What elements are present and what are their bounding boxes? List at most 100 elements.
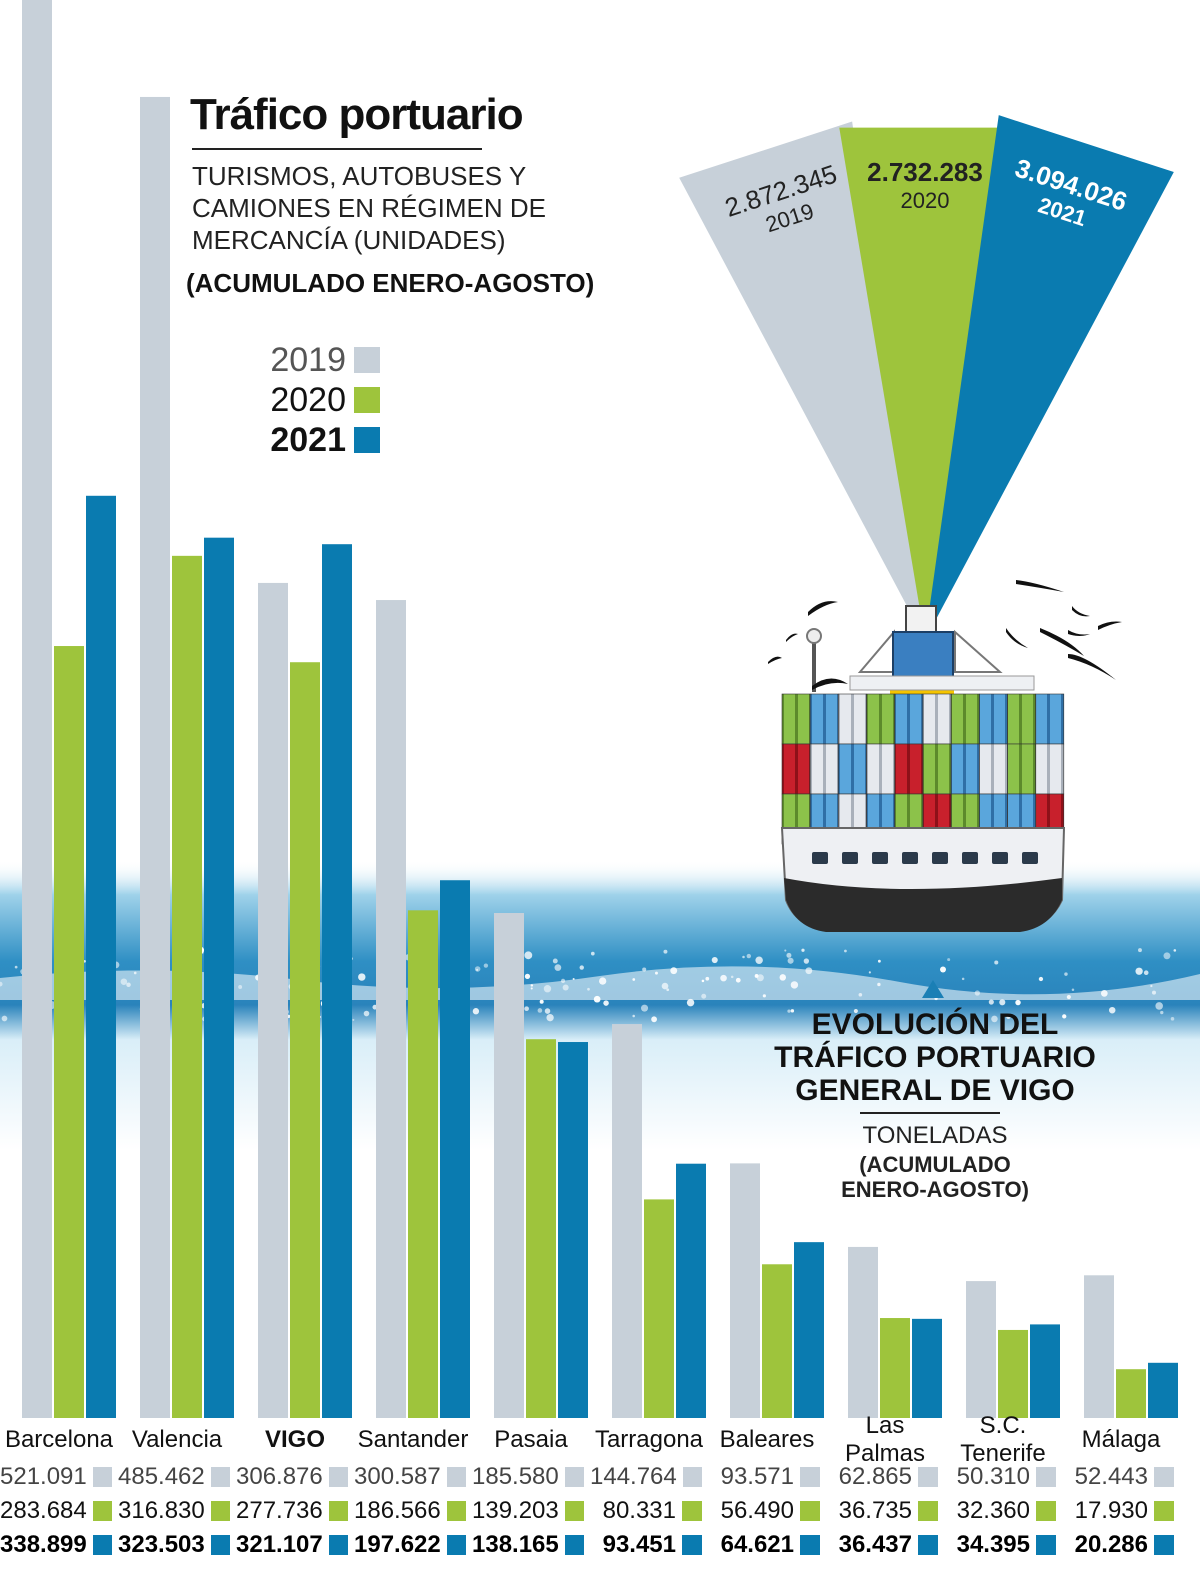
container bbox=[922, 693, 952, 745]
foam-dot bbox=[784, 949, 787, 952]
title-divider bbox=[192, 148, 482, 150]
bar-valencia-2019 bbox=[140, 96, 170, 1419]
foam-dot bbox=[1155, 1002, 1163, 1010]
bar-s-c-tenerife-2021 bbox=[1030, 1324, 1060, 1418]
fan-year: 2020 bbox=[900, 187, 950, 213]
value-text: 139.203 bbox=[472, 1497, 559, 1524]
foam-dot bbox=[590, 951, 595, 956]
container bbox=[1007, 743, 1036, 795]
series-swatch bbox=[918, 1467, 938, 1487]
value-text: 338.899 bbox=[0, 1531, 87, 1558]
value-cell: 323.503 bbox=[118, 1531, 236, 1559]
container bbox=[894, 693, 924, 745]
value-text: 36.437 bbox=[838, 1531, 912, 1558]
bar-valencia-2021 bbox=[204, 537, 234, 1418]
series-swatch bbox=[328, 1501, 348, 1521]
container bbox=[894, 743, 924, 795]
bird-icon bbox=[1072, 606, 1090, 617]
bird-icon bbox=[1040, 628, 1084, 656]
bar-pasaia-2020 bbox=[526, 1039, 556, 1418]
value-cell: 36.735 bbox=[826, 1497, 944, 1525]
bar-vigo-2020 bbox=[290, 662, 320, 1418]
ship-portholes bbox=[812, 852, 1038, 864]
values-row-2020: 283.684 316.830 277.736 186.566 139.203 80.33… bbox=[0, 1494, 1200, 1528]
bird-icon bbox=[786, 633, 798, 642]
foam-dot bbox=[546, 1014, 554, 1022]
value-cell: 300.587 bbox=[354, 1463, 472, 1491]
foam-dot bbox=[755, 956, 763, 964]
value-text: 64.621 bbox=[720, 1531, 794, 1558]
vigo-fan-chart bbox=[679, 115, 1174, 641]
ship-hull-bottom bbox=[784, 878, 1062, 932]
porthole bbox=[962, 852, 978, 864]
value-text: 32.360 bbox=[956, 1497, 1030, 1524]
foam-dot bbox=[640, 1004, 649, 1012]
porthole bbox=[872, 852, 888, 864]
series-swatch bbox=[328, 1535, 348, 1555]
porthole bbox=[842, 852, 858, 864]
value-text: 277.736 bbox=[236, 1497, 323, 1524]
series-swatch bbox=[682, 1467, 702, 1487]
page-title: Tráfico portuario bbox=[190, 90, 524, 139]
foam-dot bbox=[868, 971, 871, 974]
foam-dot bbox=[787, 1009, 791, 1013]
ship-funnel bbox=[905, 605, 937, 635]
series-swatch bbox=[1154, 1467, 1174, 1487]
legend-item-2019: 2019 bbox=[240, 340, 380, 380]
series-swatch bbox=[210, 1467, 230, 1487]
value-text: 34.395 bbox=[956, 1531, 1030, 1558]
foam-dot bbox=[474, 966, 481, 972]
value-cell: 20.286 bbox=[1062, 1531, 1180, 1559]
series-swatch bbox=[800, 1501, 820, 1521]
values-row-2019: 521.091 485.462 306.876 300.587 185.580 144.7… bbox=[0, 1460, 1200, 1494]
value-text: 80.331 bbox=[602, 1497, 676, 1524]
bar-barcelona-2021 bbox=[86, 495, 116, 1418]
value-cell: 277.736 bbox=[236, 1497, 354, 1525]
value-text: 485.462 bbox=[118, 1463, 205, 1490]
foam-dot bbox=[1173, 949, 1177, 952]
category-label: Málaga bbox=[1081, 1426, 1161, 1453]
value-cell: 321.107 bbox=[236, 1531, 354, 1559]
category-label: Baleares bbox=[719, 1426, 815, 1453]
foam-dot bbox=[991, 1015, 998, 1023]
values-table: Barcelona Valencia VIGO Santander Pasaia Tarr… bbox=[0, 1412, 1200, 1562]
value-text: 50.310 bbox=[956, 1463, 1030, 1490]
ship-rigging-right bbox=[954, 629, 1003, 673]
series-swatch bbox=[446, 1467, 466, 1487]
fan-beam-2020 bbox=[839, 127, 1011, 641]
foam-dot bbox=[844, 949, 847, 953]
bar-santander-2019 bbox=[376, 600, 406, 1418]
bar-m-laga-2021 bbox=[1148, 1362, 1178, 1418]
foam-dot bbox=[1170, 1017, 1175, 1021]
value-text: 144.764 bbox=[590, 1463, 677, 1490]
value-cell: 17.930 bbox=[1062, 1497, 1180, 1525]
foam-dot bbox=[552, 958, 558, 964]
container-ship bbox=[780, 605, 1066, 932]
foam-dot bbox=[711, 956, 718, 964]
bar-baleares-2020 bbox=[762, 1264, 792, 1418]
series-swatch bbox=[564, 1535, 584, 1555]
bar-m-laga-2020 bbox=[1116, 1369, 1146, 1418]
container bbox=[838, 693, 867, 745]
value-cell: 32.360 bbox=[944, 1497, 1062, 1525]
foam-dot bbox=[651, 1016, 658, 1023]
container bbox=[922, 743, 952, 795]
porthole bbox=[902, 852, 918, 864]
value-cell: 50.310 bbox=[944, 1463, 1062, 1491]
container bbox=[809, 743, 839, 795]
foam-dot bbox=[801, 948, 805, 952]
series-swatch bbox=[800, 1467, 820, 1487]
foam-dot bbox=[686, 998, 695, 1007]
series-swatch bbox=[564, 1501, 584, 1521]
container bbox=[1007, 693, 1036, 745]
vigo-panel-divider bbox=[860, 1112, 1000, 1114]
value-cell: 80.331 bbox=[590, 1497, 708, 1525]
series-swatch bbox=[446, 1501, 466, 1521]
value-text: 36.735 bbox=[838, 1497, 912, 1524]
value-text: 521.091 bbox=[0, 1463, 87, 1490]
series-swatch bbox=[564, 1467, 584, 1487]
foam-dot bbox=[358, 973, 366, 981]
value-text: 300.587 bbox=[354, 1463, 441, 1490]
bar-vigo-2019 bbox=[258, 582, 288, 1418]
